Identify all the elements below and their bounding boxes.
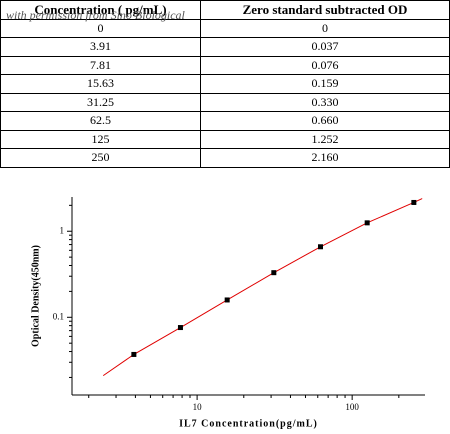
data-point [224, 297, 230, 303]
table-row: 125 1.252 [0, 129, 450, 149]
table-row: 62.5 0.660 [0, 111, 450, 131]
data-point [364, 220, 370, 226]
table-cell: 2.160 [200, 148, 450, 168]
y-tick-label: 1 [60, 225, 65, 235]
fit-line [102, 198, 423, 377]
table-cell: 15.63 [0, 74, 201, 94]
x-tick-label: 100 [345, 402, 359, 412]
table-row: 250 2.160 [0, 148, 450, 168]
table-cell: 0.660 [200, 111, 450, 131]
data-point [411, 199, 417, 205]
table-cell: 125 [0, 129, 201, 149]
table-cell: 1.252 [200, 129, 450, 149]
table-row: 15.63 0.159 [0, 74, 450, 94]
x-tick-label: 10 [193, 402, 203, 412]
data-point [318, 244, 324, 250]
data-point [177, 325, 183, 331]
data-point [271, 270, 277, 276]
watermark: with permission from Sino Biological [6, 8, 185, 22]
standard-table: Concentration ( pg/mL) Zero standard subt… [0, 0, 450, 168]
x-axis-label: IL7 Concentration(pg/mL) [179, 418, 318, 429]
y-tick-label: 0.1 [53, 311, 64, 321]
y-axis-label: Optical Density(450nm) [30, 245, 41, 347]
table-cell: 62.5 [0, 111, 201, 131]
data-point [131, 351, 137, 357]
